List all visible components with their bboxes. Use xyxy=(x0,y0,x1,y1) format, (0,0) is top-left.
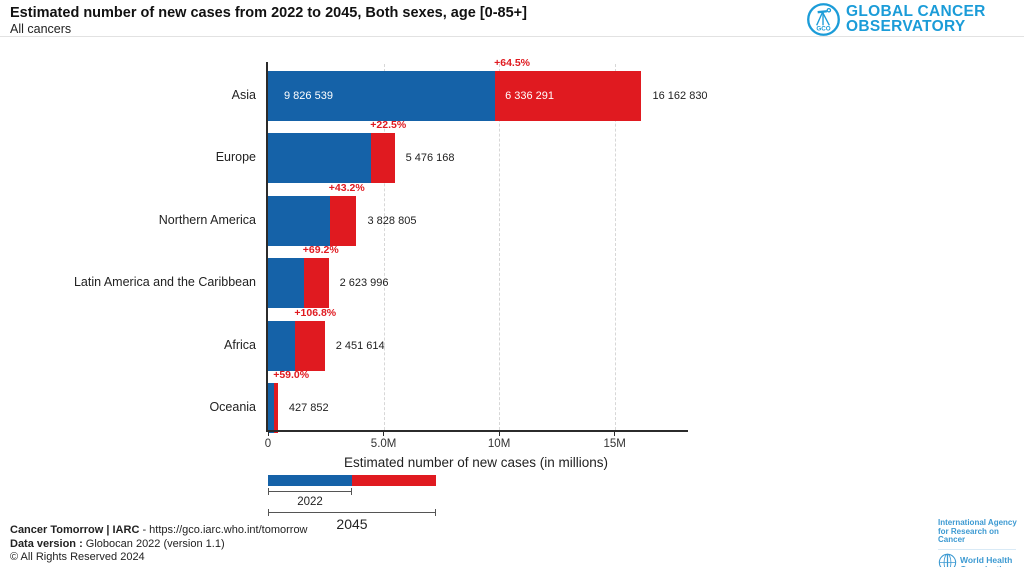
who-logo-text: World Health Organization xyxy=(960,554,1013,567)
stacked-bar-chart: Asia +64.5% 9 826 539 6 336 291 16 162 830 Eu… xyxy=(0,57,720,480)
gco-logo[interactable]: GCO GLOBAL CANCER OBSERVATORY xyxy=(806,2,986,42)
gco-logo-line1: GLOBAL CANCER xyxy=(846,3,986,20)
gco-logo-line2: OBSERVATORY xyxy=(846,18,966,35)
pct-change-label: +59.0% xyxy=(273,369,310,381)
bar-segment-2022[interactable] xyxy=(268,133,372,184)
pct-change-label: +69.2% xyxy=(302,244,339,257)
region-label: Oceania xyxy=(209,400,256,414)
x-axis-tick-label: 0 xyxy=(264,438,272,450)
x-axis-tick xyxy=(498,432,500,436)
iarc-line1: International Agency xyxy=(938,518,1017,527)
gridline xyxy=(383,64,385,430)
who-logo: World Health Organization xyxy=(938,553,1018,567)
pct-change-label: +64.5% xyxy=(494,57,530,69)
value-label-2045-increase: 6 336 291 xyxy=(505,90,555,102)
footer-credits: Cancer Tomorrow | IARC - https://gco.iar… xyxy=(10,524,308,565)
pct-change-label: +43.2% xyxy=(328,181,365,194)
bar-segment-2022[interactable] xyxy=(268,71,496,121)
gco-telescope-icon: GCO xyxy=(806,2,841,42)
x-axis-tick xyxy=(267,432,269,436)
who-line1: World Health xyxy=(960,554,1013,565)
footer-source-url: - https://gco.iarc.who.int/tomorrow xyxy=(139,524,308,536)
footer-source-line: Cancer Tomorrow | IARC - https://gco.iar… xyxy=(10,524,308,538)
legend-bar xyxy=(268,475,436,486)
region-label: Africa xyxy=(224,337,256,352)
gridline xyxy=(499,64,501,430)
total-value-label: 2 623 996 xyxy=(339,277,389,290)
legend-label-2045: 2045 xyxy=(336,516,368,532)
pct-change-label: +106.8% xyxy=(294,306,337,319)
region-label: Europe xyxy=(215,150,256,165)
legend-bracket-2022 xyxy=(268,488,352,495)
y-axis-line xyxy=(266,62,268,430)
total-value-label: 2 451 614 xyxy=(335,339,385,352)
x-axis-tick xyxy=(614,432,616,436)
x-axis-tick-label: 15M xyxy=(603,438,626,450)
pct-change-label: +22.5% xyxy=(370,119,407,132)
bar-segment-2045[interactable] xyxy=(371,133,395,184)
legend-swatch-2022 xyxy=(268,475,352,486)
bar-segment-2045[interactable] xyxy=(274,383,278,433)
bar-segment-2022[interactable] xyxy=(268,320,296,371)
bar-segment-2022[interactable] xyxy=(268,383,275,433)
bar-segment-2045[interactable] xyxy=(303,258,329,309)
gco-logo-text: GLOBAL CANCER OBSERVATORY xyxy=(846,2,986,35)
footer-source-bold: Cancer Tomorrow | IARC xyxy=(10,524,140,536)
footer-copyright: © All Rights Reserved 2024 xyxy=(10,551,145,563)
who-line2: Organization xyxy=(960,564,1012,567)
svg-text:GCO: GCO xyxy=(816,26,830,33)
footer-dataversion-rest: Globocan 2022 (version 1.1) xyxy=(82,537,225,550)
header-divider xyxy=(0,36,1024,37)
value-label-2022: 9 826 539 xyxy=(284,90,333,102)
iarc-who-attribution[interactable]: International Agency for Research on Can… xyxy=(938,518,1018,567)
region-label: Latin America and the Caribbean xyxy=(73,275,256,290)
iarc-line2: for Research on Cancer xyxy=(938,526,999,544)
bar-segment-2045[interactable] xyxy=(329,195,357,246)
footer-dataversion-bold: Data version : xyxy=(10,537,83,550)
legend-label-2022: 2022 xyxy=(297,496,323,508)
legend-swatch-2045 xyxy=(352,475,436,486)
total-value-label: 3 828 805 xyxy=(367,214,417,227)
page-title: Estimated number of new cases from 2022 … xyxy=(10,5,527,21)
x-axis-title: Estimated number of new cases (in millio… xyxy=(343,455,609,470)
total-value-label: 5 476 168 xyxy=(405,152,455,165)
region-label: Asia xyxy=(231,88,256,102)
legend-bracket-2045 xyxy=(268,509,436,516)
iarc-label: International Agency for Research on Can… xyxy=(938,518,1018,545)
bar-segment-2022[interactable] xyxy=(268,258,304,309)
gridline xyxy=(614,64,616,430)
bar-segment-2045[interactable] xyxy=(295,320,325,371)
x-axis-tick-label: 10M xyxy=(487,438,511,450)
total-value-label: 16 162 830 xyxy=(652,90,708,102)
x-axis-line xyxy=(266,430,688,432)
bar-segment-2022[interactable] xyxy=(268,195,330,246)
footer-dataversion-line: Data version : Globocan 2022 (version 1.… xyxy=(10,538,308,552)
who-emblem-icon xyxy=(938,553,957,567)
total-value-label: 427 852 xyxy=(288,402,329,414)
x-axis-tick-label: 5.0M xyxy=(370,438,397,450)
x-axis-tick xyxy=(383,432,385,436)
page-subtitle: All cancers xyxy=(10,22,72,36)
bar-segment-2045[interactable] xyxy=(495,71,642,121)
attribution-divider xyxy=(938,548,1016,550)
region-label: Northern America xyxy=(158,212,256,227)
